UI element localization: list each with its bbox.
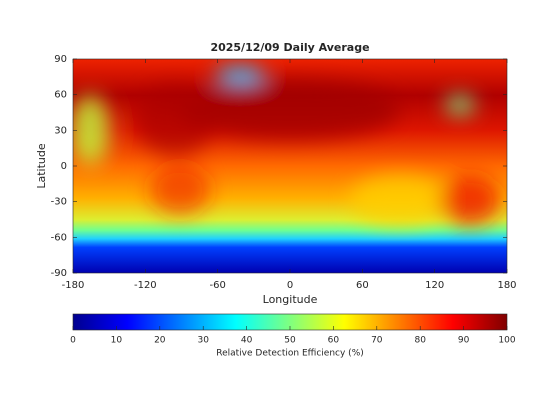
y-tick-label: -60 bbox=[51, 232, 67, 243]
x-tick-label: -120 bbox=[134, 280, 157, 291]
x-tick-label: -180 bbox=[62, 280, 85, 291]
colorbar-tick-label: 50 bbox=[284, 336, 296, 346]
y-tick-label: 60 bbox=[54, 90, 67, 101]
x-tick-label: 0 bbox=[287, 280, 293, 291]
y-tick-label: 90 bbox=[54, 54, 67, 65]
x-tick-label: -60 bbox=[209, 280, 225, 291]
x-tick-label: 180 bbox=[497, 280, 516, 291]
colorbar-tick-label: 20 bbox=[154, 336, 166, 346]
y-tick-label: -90 bbox=[51, 268, 67, 279]
colorbar-tick-label: 90 bbox=[458, 336, 470, 346]
colorbar-tick-label: 70 bbox=[371, 336, 383, 346]
y-tick-label: -30 bbox=[51, 197, 67, 208]
colorbar-label: Relative Detection Efficiency (%) bbox=[216, 349, 364, 359]
colorbar-tick-label: 10 bbox=[111, 336, 123, 346]
colorbar-tick-label: 60 bbox=[328, 336, 340, 346]
y-tick-label: 0 bbox=[61, 161, 67, 172]
y-axis-label: Latitude bbox=[35, 143, 48, 189]
colorbar-tick-label: 0 bbox=[70, 336, 76, 346]
colorbar-tick-label: 30 bbox=[197, 336, 209, 346]
chart-title: 2025/12/09 Daily Average bbox=[210, 41, 369, 54]
heatmap bbox=[73, 59, 507, 273]
x-axis-label: Longitude bbox=[263, 293, 318, 306]
x-tick-label: 60 bbox=[356, 280, 369, 291]
colorbar-tick-label: 40 bbox=[241, 336, 253, 346]
y-tick-label: 30 bbox=[54, 125, 67, 136]
x-tick-label: 120 bbox=[425, 280, 444, 291]
colorbar-tick-label: 100 bbox=[498, 336, 515, 346]
colorbar-tick-label: 80 bbox=[414, 336, 426, 346]
